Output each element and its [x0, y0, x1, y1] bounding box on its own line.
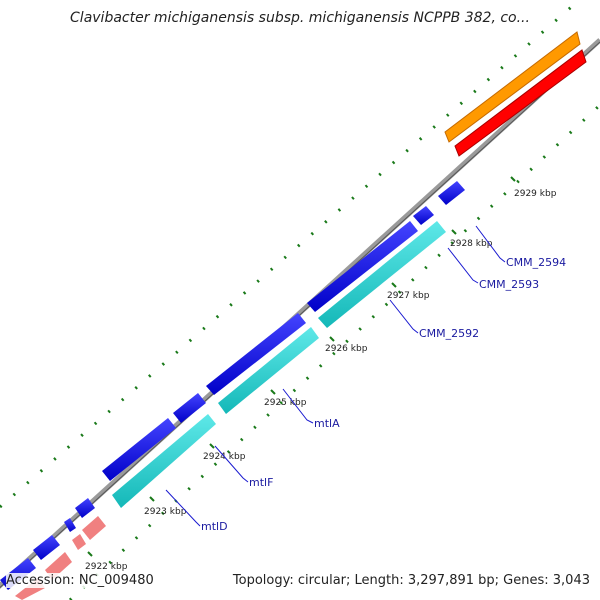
gene-label-mtlA[interactable]: mtlA — [314, 417, 340, 430]
kbp-label-2929: 2929 kbp — [514, 189, 557, 199]
gene-cyan-mtlA[interactable] — [218, 327, 319, 414]
gene-blue-mtlF[interactable] — [173, 393, 206, 423]
kbp-label-2927: 2927 kbp — [387, 291, 430, 301]
outer-tick-ring — [0, 0, 582, 509]
gene-blue-mtlD[interactable] — [102, 418, 176, 481]
kbp-label-2926: 2926 kbp — [325, 344, 368, 354]
gene-cyan-mtlD[interactable] — [112, 414, 216, 508]
map-title: Clavibacter michiganensis subsp. michiga… — [70, 10, 530, 26]
forward-genes — [0, 181, 465, 590]
gene-label-leaders — [165, 225, 506, 527]
gene-blue-small-b[interactable] — [64, 518, 76, 532]
gene-label-mtlF[interactable]: mtlF — [249, 476, 273, 489]
kbp-ticks — [87, 176, 516, 557]
gene-blue-small-a[interactable] — [75, 498, 95, 518]
genome-summary: Topology: circular; Length: 3,297,891 bp… — [232, 573, 590, 588]
gene-label-cmm2594[interactable]: CMM_2594 — [506, 256, 566, 269]
gene-blue-mtlA[interactable] — [206, 313, 306, 395]
rna-pink-b[interactable] — [72, 534, 86, 550]
orange-feature[interactable] — [444, 31, 581, 143]
rna-pink-a[interactable] — [82, 516, 106, 540]
kbp-label-2928: 2928 kbp — [450, 239, 493, 249]
gene-label-cmm2592[interactable]: CMM_2592 — [419, 327, 479, 340]
gene-blue-2922[interactable] — [33, 535, 60, 560]
kbp-label-2925: 2925 kbp — [264, 398, 307, 408]
gene-label-mtlD[interactable]: mtlD — [201, 520, 228, 533]
kbp-label-2922: 2922 kbp — [85, 562, 128, 572]
red-feature[interactable] — [454, 49, 587, 157]
gene-label-cmm2593[interactable]: CMM_2593 — [479, 278, 539, 291]
reverse-genes — [112, 221, 446, 508]
gene-blue-cmm2592[interactable] — [307, 221, 418, 312]
kbp-label-2923: 2923 kbp — [144, 507, 187, 517]
gene-cyan-cmm2593[interactable] — [318, 221, 446, 328]
accession-label: Accession: NC_009480 — [6, 573, 154, 588]
gene-blue-2928[interactable] — [413, 206, 434, 225]
gene-blue-2929[interactable] — [438, 181, 465, 205]
